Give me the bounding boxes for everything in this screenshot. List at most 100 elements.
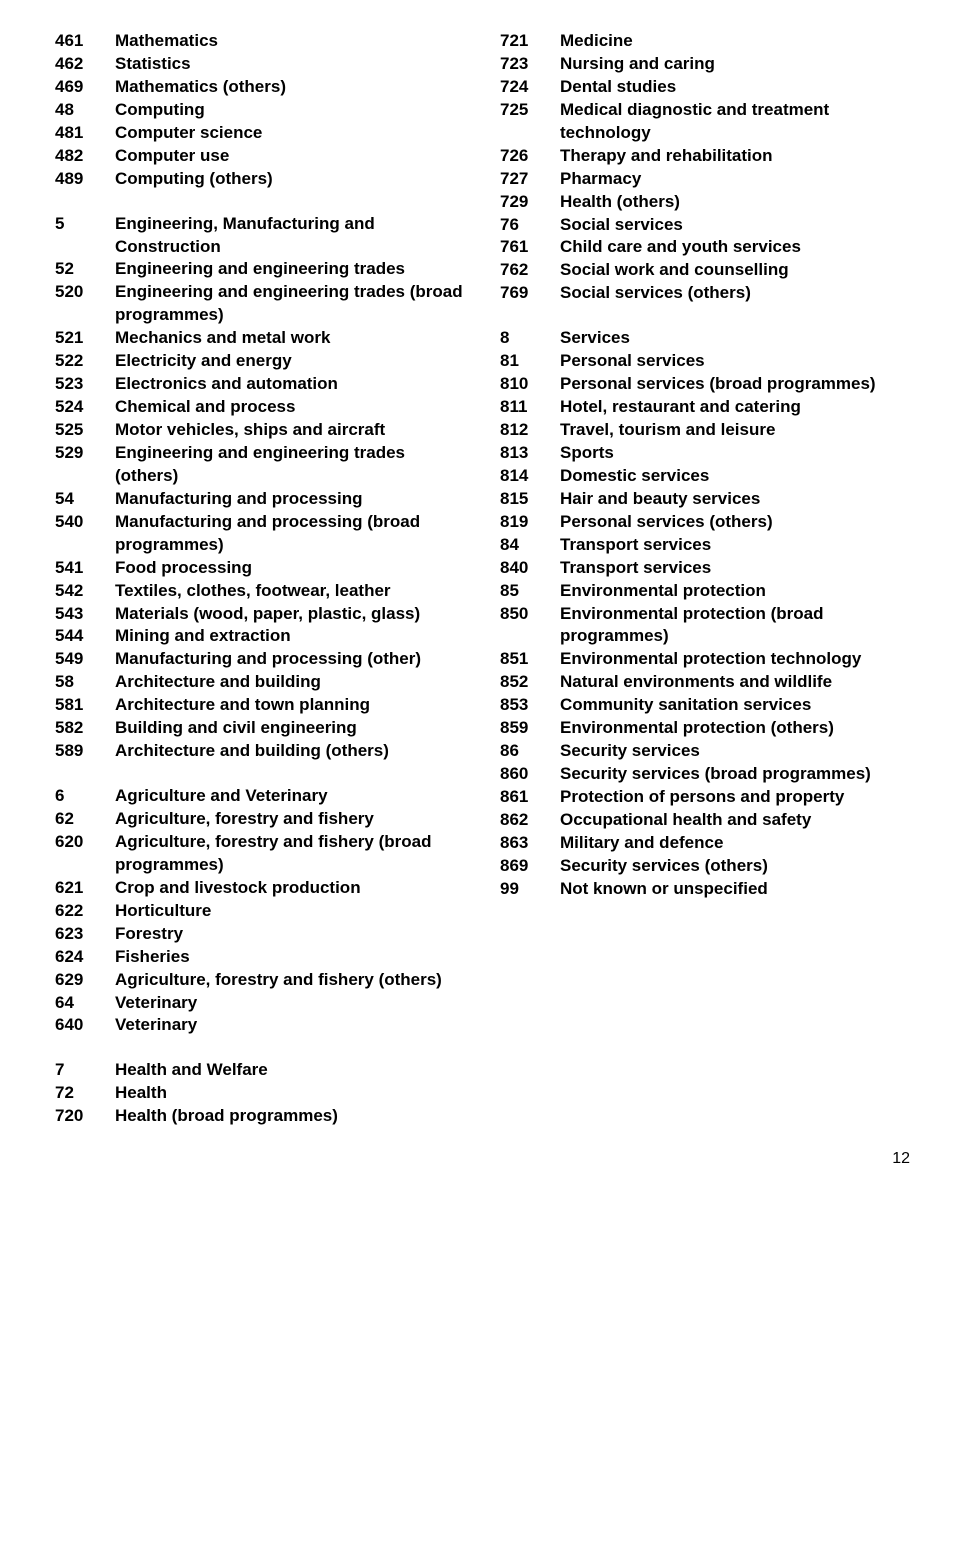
item-label: Computer use	[115, 145, 470, 168]
item-label: Security services (broad programmes)	[560, 763, 915, 786]
item-code: 581	[55, 694, 115, 717]
list-item: 58Architecture and building	[55, 671, 470, 694]
item-label: Dental studies	[560, 76, 915, 99]
list-item: 7Health and Welfare	[55, 1059, 470, 1082]
item-code: 7	[55, 1059, 115, 1082]
item-code: 814	[500, 465, 560, 488]
item-label: Agriculture and Veterinary	[115, 785, 470, 808]
item-code: 850	[500, 603, 560, 649]
item-label: Manufacturing and processing (other)	[115, 648, 470, 671]
item-label: Not known or unspecified	[560, 878, 915, 901]
list-item: 540Manufacturing and processing (broad p…	[55, 511, 470, 557]
item-code: 99	[500, 878, 560, 901]
list-item: 621Crop and livestock production	[55, 877, 470, 900]
list-item: 720Health (broad programmes)	[55, 1105, 470, 1128]
item-code: 489	[55, 168, 115, 191]
list-item: 862Occupational health and safety	[500, 809, 915, 832]
item-code: 481	[55, 122, 115, 145]
item-code: 86	[500, 740, 560, 763]
item-code: 862	[500, 809, 560, 832]
page-number: 12	[55, 1148, 915, 1170]
list-item: 482Computer use	[55, 145, 470, 168]
item-label: Security services (others)	[560, 855, 915, 878]
item-label: Engineering and engineering trades (othe…	[115, 442, 470, 488]
list-item: 5Engineering, Manufacturing and Construc…	[55, 213, 470, 259]
item-code: 589	[55, 740, 115, 763]
item-label: Environmental protection (broad programm…	[560, 603, 915, 649]
item-label: Manufacturing and processing (broad prog…	[115, 511, 470, 557]
item-label: Agriculture, forestry and fishery	[115, 808, 470, 831]
list-item: 725Medical diagnostic and treatment tech…	[500, 99, 915, 145]
two-column-layout: 461Mathematics462Statistics469Mathematic…	[55, 30, 915, 1128]
item-label: Mechanics and metal work	[115, 327, 470, 350]
list-item: 85Environmental protection	[500, 580, 915, 603]
item-code: 621	[55, 877, 115, 900]
item-label: Engineering, Manufacturing and Construct…	[115, 213, 470, 259]
item-code: 859	[500, 717, 560, 740]
item-code: 462	[55, 53, 115, 76]
item-code: 482	[55, 145, 115, 168]
item-label: Computing (others)	[115, 168, 470, 191]
list-item: 726Therapy and rehabilitation	[500, 145, 915, 168]
list-item: 582Building and civil engineering	[55, 717, 470, 740]
item-code: 5	[55, 213, 115, 259]
list-item: 814Domestic services	[500, 465, 915, 488]
list-item: 76Social services	[500, 214, 915, 237]
list-item: 869Security services (others)	[500, 855, 915, 878]
item-label: Hotel, restaurant and catering	[560, 396, 915, 419]
item-code: 76	[500, 214, 560, 237]
item-code: 729	[500, 191, 560, 214]
item-label: Engineering and engineering trades (broa…	[115, 281, 470, 327]
item-label: Computing	[115, 99, 470, 122]
item-code: 525	[55, 419, 115, 442]
section-gap	[55, 1037, 470, 1059]
item-code: 58	[55, 671, 115, 694]
list-item: 481Computer science	[55, 122, 470, 145]
list-item: 815Hair and beauty services	[500, 488, 915, 511]
item-label: Manufacturing and processing	[115, 488, 470, 511]
item-code: 723	[500, 53, 560, 76]
list-item: 860Security services (broad programmes)	[500, 763, 915, 786]
item-code: 640	[55, 1014, 115, 1037]
item-label: Agriculture, forestry and fishery (broad…	[115, 831, 470, 877]
list-item: 724Dental studies	[500, 76, 915, 99]
item-code: 726	[500, 145, 560, 168]
item-code: 860	[500, 763, 560, 786]
item-code: 543	[55, 603, 115, 626]
item-label: Food processing	[115, 557, 470, 580]
list-item: 812Travel, tourism and leisure	[500, 419, 915, 442]
list-item: 543Materials (wood, paper, plastic, glas…	[55, 603, 470, 626]
list-item: 524Chemical and process	[55, 396, 470, 419]
list-item: 521Mechanics and metal work	[55, 327, 470, 350]
item-code: 582	[55, 717, 115, 740]
item-label: Personal services (others)	[560, 511, 915, 534]
item-label: Therapy and rehabilitation	[560, 145, 915, 168]
section-gap	[55, 763, 470, 785]
list-item: 819Personal services (others)	[500, 511, 915, 534]
item-code: 529	[55, 442, 115, 488]
item-code: 812	[500, 419, 560, 442]
item-code: 724	[500, 76, 560, 99]
list-item: 522Electricity and energy	[55, 350, 470, 373]
list-item: 723Nursing and caring	[500, 53, 915, 76]
item-code: 815	[500, 488, 560, 511]
list-item: 761Child care and youth services	[500, 236, 915, 259]
item-label: Security services	[560, 740, 915, 763]
item-label: Natural environments and wildlife	[560, 671, 915, 694]
item-code: 863	[500, 832, 560, 855]
item-code: 523	[55, 373, 115, 396]
list-item: 461Mathematics	[55, 30, 470, 53]
item-code: 72	[55, 1082, 115, 1105]
item-label: Mathematics	[115, 30, 470, 53]
item-label: Health and Welfare	[115, 1059, 470, 1082]
item-label: Health (broad programmes)	[115, 1105, 470, 1128]
item-label: Architecture and building	[115, 671, 470, 694]
item-label: Medical diagnostic and treatment technol…	[560, 99, 915, 145]
list-item: 620Agriculture, forestry and fishery (br…	[55, 831, 470, 877]
list-item: 852Natural environments and wildlife	[500, 671, 915, 694]
item-label: Chemical and process	[115, 396, 470, 419]
list-item: 640Veterinary	[55, 1014, 470, 1037]
item-code: 6	[55, 785, 115, 808]
item-label: Motor vehicles, ships and aircraft	[115, 419, 470, 442]
list-item: 542Textiles, clothes, footwear, leather	[55, 580, 470, 603]
